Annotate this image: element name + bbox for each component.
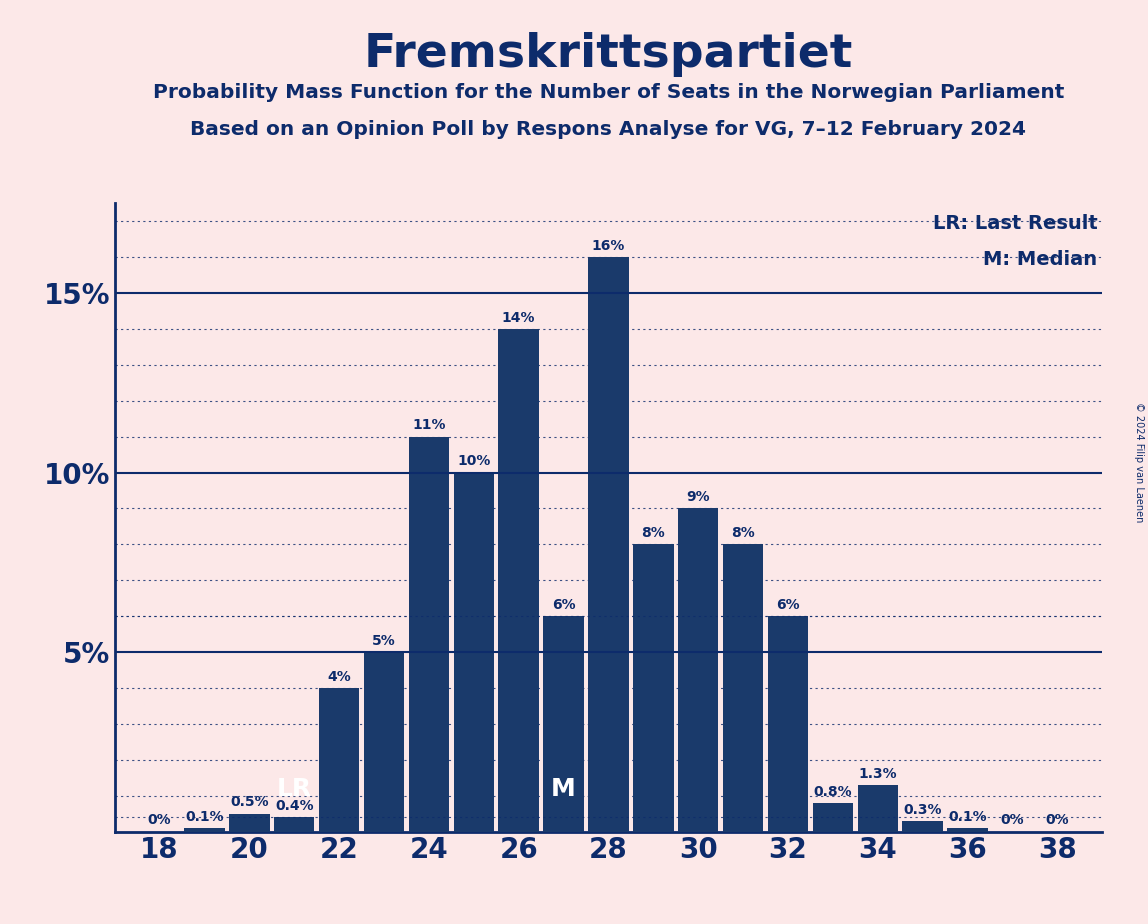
- Bar: [319, 688, 359, 832]
- Bar: [723, 544, 763, 832]
- Text: 9%: 9%: [687, 490, 709, 505]
- Bar: [588, 257, 629, 832]
- Text: 16%: 16%: [591, 238, 626, 253]
- Text: Probability Mass Function for the Number of Seats in the Norwegian Parliament: Probability Mass Function for the Number…: [153, 83, 1064, 103]
- Text: 0%: 0%: [1001, 813, 1024, 827]
- Text: 0.8%: 0.8%: [814, 784, 852, 798]
- Text: 10%: 10%: [457, 455, 490, 468]
- Text: 5%: 5%: [372, 634, 396, 648]
- Bar: [678, 508, 719, 832]
- Text: 0%: 0%: [1046, 813, 1069, 827]
- Bar: [768, 616, 808, 832]
- Text: 0.4%: 0.4%: [276, 799, 313, 813]
- Text: M: Median: M: Median: [984, 250, 1097, 269]
- Text: 0.1%: 0.1%: [185, 809, 224, 823]
- Text: 11%: 11%: [412, 419, 445, 432]
- Bar: [453, 472, 494, 832]
- Bar: [858, 784, 898, 832]
- Bar: [813, 803, 853, 832]
- Text: 6%: 6%: [776, 598, 800, 612]
- Text: 6%: 6%: [552, 598, 575, 612]
- Bar: [543, 616, 584, 832]
- Text: 0.5%: 0.5%: [230, 796, 269, 809]
- Bar: [274, 817, 315, 832]
- Bar: [498, 329, 538, 832]
- Bar: [185, 828, 225, 832]
- Text: Based on an Opinion Poll by Respons Analyse for VG, 7–12 February 2024: Based on an Opinion Poll by Respons Anal…: [191, 120, 1026, 140]
- Text: 0.3%: 0.3%: [903, 803, 941, 817]
- Bar: [902, 821, 943, 832]
- Text: 0.1%: 0.1%: [948, 809, 987, 823]
- Bar: [230, 814, 270, 832]
- Text: M: M: [551, 776, 576, 800]
- Text: LR: Last Result: LR: Last Result: [933, 214, 1097, 233]
- Bar: [409, 437, 449, 832]
- Text: © 2024 Filip van Laenen: © 2024 Filip van Laenen: [1134, 402, 1143, 522]
- Text: LR: LR: [277, 776, 312, 800]
- Text: 1.3%: 1.3%: [859, 767, 897, 781]
- Bar: [364, 652, 404, 832]
- Text: Fremskrittspartiet: Fremskrittspartiet: [364, 32, 853, 78]
- Text: 4%: 4%: [327, 670, 351, 684]
- Text: 0%: 0%: [148, 813, 171, 827]
- Bar: [947, 828, 987, 832]
- Text: 8%: 8%: [642, 526, 665, 540]
- Bar: [634, 544, 674, 832]
- Text: 14%: 14%: [502, 310, 535, 324]
- Text: 8%: 8%: [731, 526, 755, 540]
